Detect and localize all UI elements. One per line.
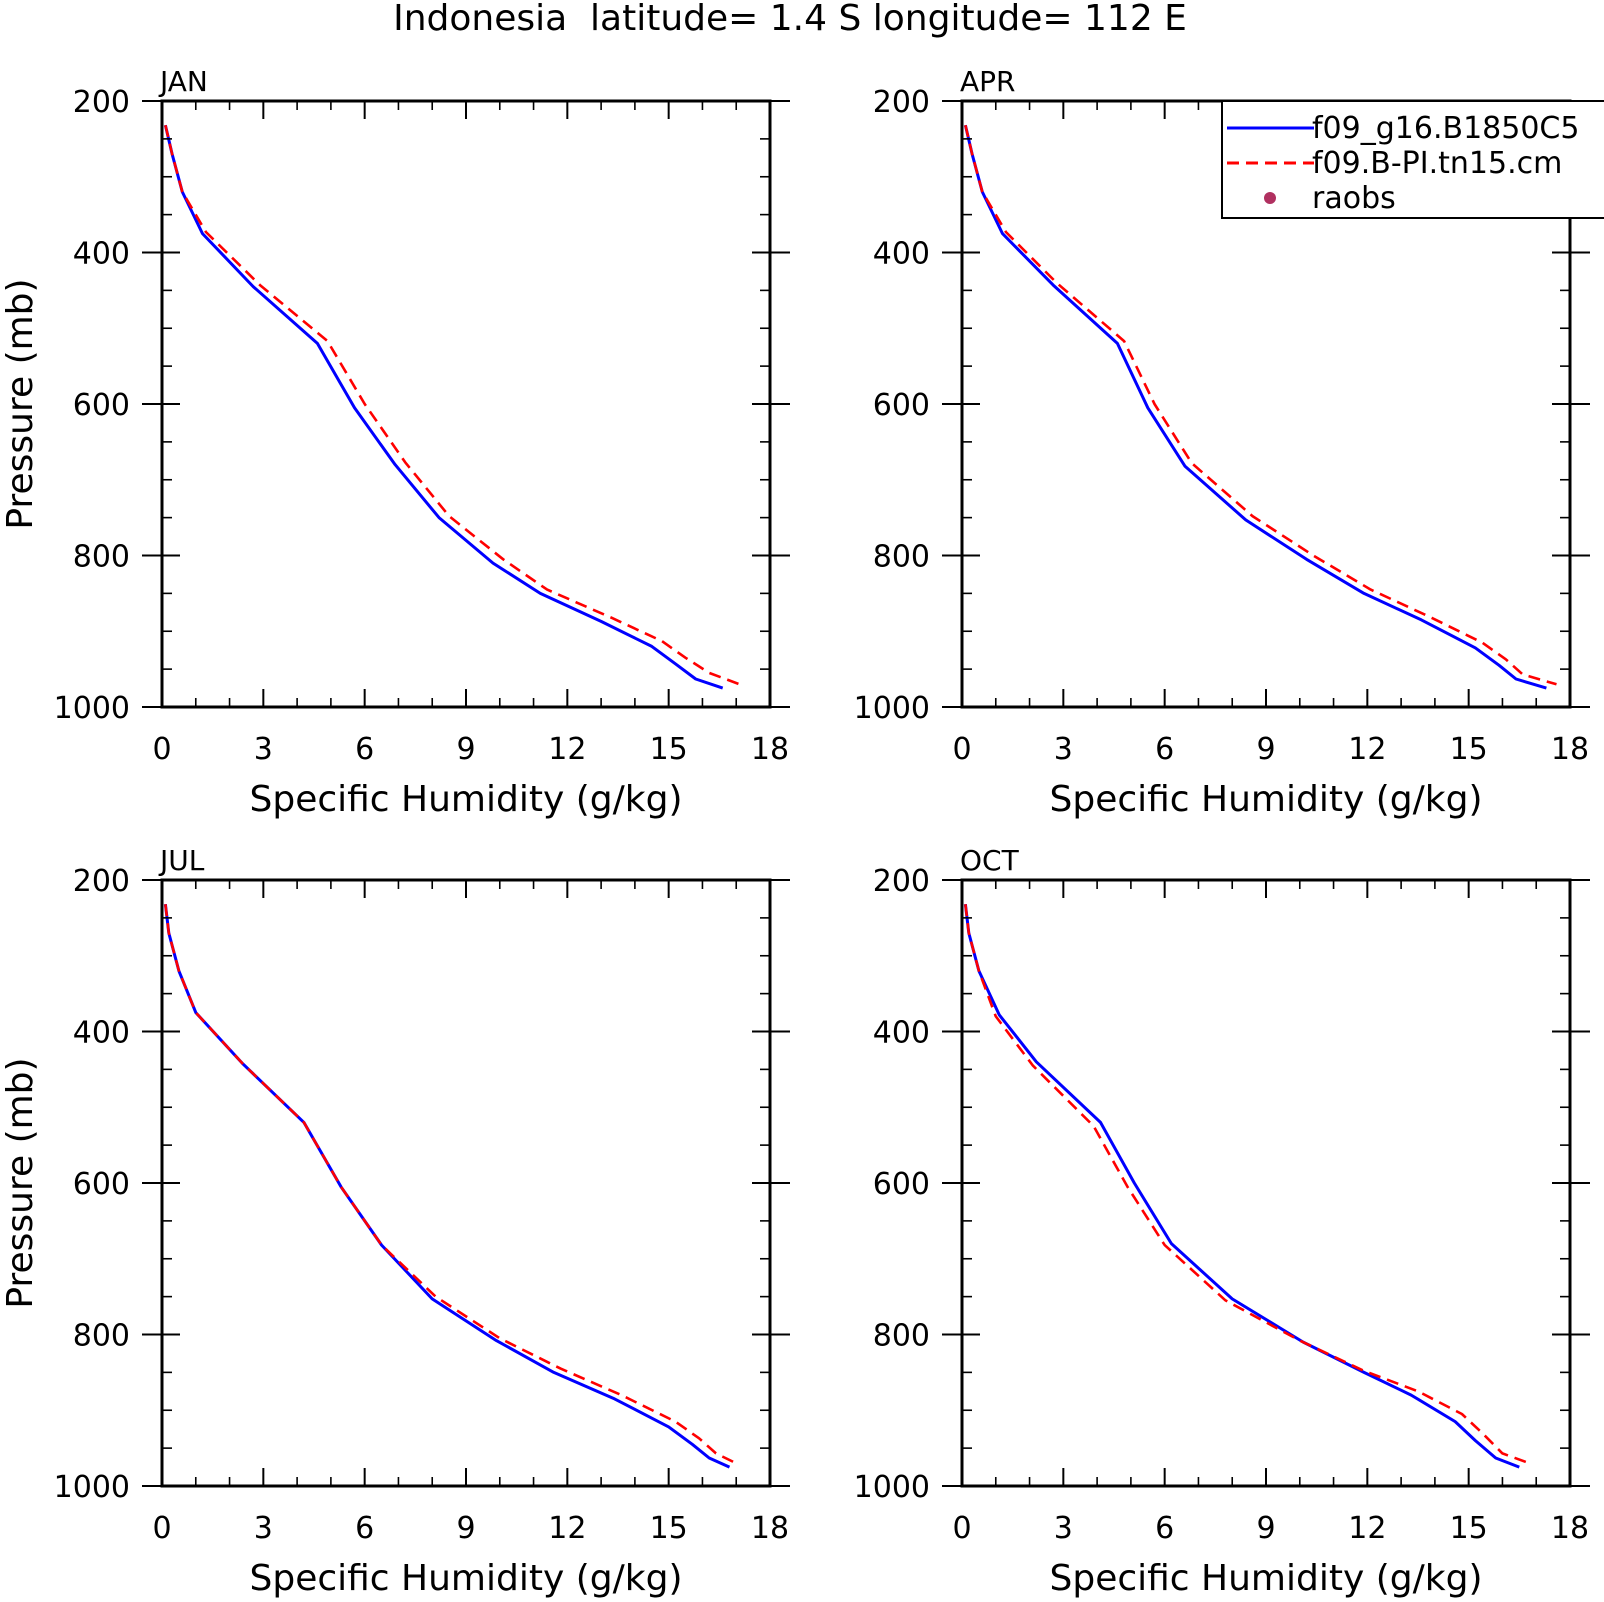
series-line-f09-g16-b1850c5 [963,904,1520,1469]
series-line-f09-g16-b1850c5 [163,124,724,690]
legend-label: raobs [1312,181,1396,216]
x-tick-label: 18 [751,1511,789,1546]
y-tick-label: 200 [873,85,930,120]
series-line-f09-g16-b1850c5 [163,904,731,1469]
x-tick-label: 0 [952,732,971,767]
series-line-f09-g16-b1850c5 [963,124,1547,690]
y-tick-label: 1000 [854,691,930,726]
x-tick-label: 15 [1450,732,1488,767]
y-tick-label: 400 [73,237,130,272]
y-axis-label: Pressure (mb) [0,278,41,529]
x-tick-label: 3 [1054,732,1073,767]
legend-marker-raobs [1264,192,1276,204]
panel-title: OCT [960,844,1020,877]
y-axis-label: Pressure (mb) [0,1057,41,1308]
y-tick-label: 600 [73,1167,130,1202]
x-axis-label: Specific Humidity (g/kg) [1049,1558,1482,1599]
y-tick-label: 400 [873,237,930,272]
y-tick-label: 800 [873,1319,930,1354]
x-tick-label: 9 [1256,1511,1275,1546]
x-tick-label: 18 [1551,732,1589,767]
panel-title: JUL [158,844,205,877]
x-tick-label: 0 [152,732,171,767]
x-tick-label: 3 [1054,1511,1073,1546]
x-tick-label: 6 [355,732,374,767]
x-tick-label: 0 [152,1511,171,1546]
x-tick-label: 0 [952,1511,971,1546]
x-tick-label: 18 [751,732,789,767]
y-tick-label: 800 [873,540,930,575]
panel-title: JAN [158,65,208,98]
y-tick-label: 800 [73,540,130,575]
x-tick-label: 9 [1256,732,1275,767]
x-tick-label: 12 [1348,1511,1386,1546]
figure-title: Indonesia latitude= 1.4 S longitude= 112… [393,0,1187,39]
x-tick-label: 6 [1155,1511,1174,1546]
y-tick-label: 600 [73,388,130,423]
x-tick-label: 6 [355,1511,374,1546]
y-tick-label: 200 [73,864,130,899]
x-tick-label: 9 [456,732,475,767]
x-tick-label: 3 [254,1511,273,1546]
y-tick-label: 200 [873,864,930,899]
panel-jan: 0 3 6 9 12 15 18 200 400 600 800 1000 JAN Specific Hu… [0,65,790,820]
x-tick-label: 15 [1450,1511,1488,1546]
x-tick-label: 6 [1155,732,1174,767]
panel-jul: 0 3 6 9 12 15 18 200 400 600 800 1000 JUL Specific Hu… [0,844,790,1599]
x-axis-label: Specific Humidity (g/kg) [249,779,682,820]
x-tick-label: 15 [650,732,688,767]
y-tick-label: 1000 [54,691,130,726]
y-tick-label: 600 [873,1167,930,1202]
x-axis-label: Specific Humidity (g/kg) [1049,779,1482,820]
y-tick-label: 1000 [54,1470,130,1505]
x-tick-label: 12 [548,732,586,767]
y-tick-label: 800 [73,1319,130,1354]
x-tick-label: 3 [254,732,273,767]
x-tick-label: 15 [650,1511,688,1546]
legend-label: f09.B-PI.tn15.cm [1312,146,1562,181]
x-axis-label: Specific Humidity (g/kg) [249,1558,682,1599]
series-line-f09-b-pi-tn15 [164,124,741,686]
x-tick-label: 12 [548,1511,586,1546]
x-tick-label: 9 [456,1511,475,1546]
y-tick-label: 400 [873,1016,930,1051]
legend-label: f09_g16.B1850C5 [1312,111,1579,146]
y-tick-label: 400 [73,1016,130,1051]
panel-oct: 0 3 6 9 12 15 18 200 400 600 800 1000 OCT Specific Hu… [854,844,1590,1599]
y-tick-label: 600 [873,388,930,423]
y-tick-label: 1000 [854,1470,930,1505]
x-tick-label: 12 [1348,732,1386,767]
x-tick-label: 18 [1551,1511,1589,1546]
series-line-f09-b-pi-tn15 [964,904,1530,1465]
series-line-f09-b-pi-tn15 [964,124,1557,686]
y-tick-label: 200 [73,85,130,120]
panel-title: APR [960,65,1016,98]
legend-box [1221,100,1604,219]
